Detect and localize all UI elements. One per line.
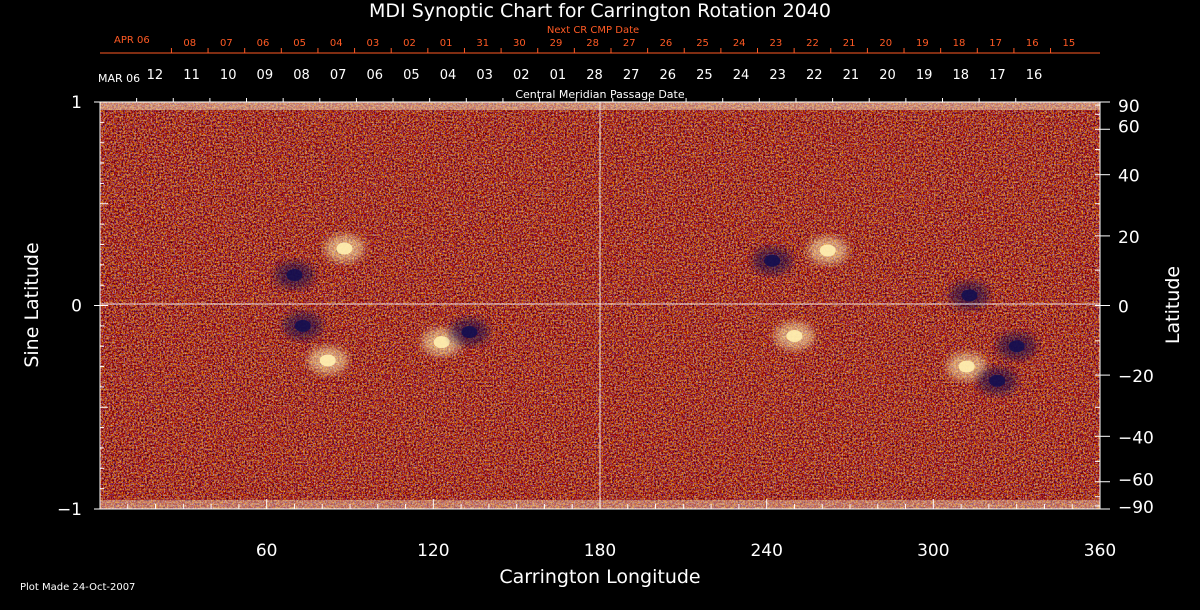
next-date-label: 26 [660,38,673,49]
magnetic-regions [274,234,1037,395]
cmp-date-label: 19 [916,68,933,83]
next-date-label: 25 [696,38,709,49]
x-tick-label: 120 [417,541,449,561]
right-tick-label: 20 [1118,228,1140,248]
right-tick-label: −60 [1118,471,1154,491]
next-date-label: 29 [550,38,563,49]
cmp-date-label: 21 [843,68,860,83]
cmp-date-label: 05 [403,68,420,83]
region-core-positive [336,242,353,255]
next-date-label: 20 [879,38,892,49]
next-date-label: 04 [330,38,343,49]
next-date-label: 07 [220,38,233,49]
left-tick-label: −1 [57,500,82,520]
left-tick-label: 1 [71,93,82,113]
next-date-label: 03 [367,38,380,49]
next-date-label: 15 [1062,38,1075,49]
cmp-date-ticks: 12 11 10 09 08 07 06 05 04 03 02 01 28 27 26 25 24 23 22 21… [136,68,1043,102]
right-tick-label: −90 [1118,498,1154,518]
cmp-axis-label: Central Meridian Passage Date [515,88,684,101]
next-date-label: 31 [476,38,489,49]
x-tick-label: 300 [917,541,949,561]
cmp-date-label: 06 [366,68,383,83]
next-date-label: 17 [989,38,1002,49]
next-cr-label: Next CR CMP Date [547,25,639,36]
region-core-positive [319,354,336,367]
cmp-date-label: 12 [147,68,164,83]
right-tick-label: 0 [1118,298,1129,318]
cmp-date-label: 04 [440,68,457,83]
region-core-negative [461,325,478,338]
region-core-negative [764,254,781,267]
cmp-date-label: 20 [879,68,896,83]
next-date-label: 21 [843,38,856,49]
cmp-date-label: 09 [257,68,274,83]
cmp-date-label: 18 [953,68,970,83]
right-tick-label: 60 [1118,117,1140,137]
cmp-date-label: 08 [293,68,310,83]
cmp-date-label: 03 [476,68,493,83]
next-date-label: 19 [916,38,929,49]
next-date-label: 16 [1026,38,1039,49]
chart-title: MDI Synoptic Chart for Carrington Rotati… [369,0,831,22]
next-date-label: 18 [953,38,966,49]
next-date-label: 22 [806,38,819,49]
cmp-date-label: 17 [989,68,1006,83]
next-start-label: APR 06 [114,35,150,46]
next-date-label: 08 [183,38,196,49]
region-core-negative [286,268,303,281]
cmp-date-label: 07 [330,68,347,83]
next-date-label: 28 [586,38,599,49]
cmp-date-label: 01 [550,68,567,83]
left-tick-label: 0 [71,297,82,317]
cmp-date-label: 22 [806,68,823,83]
region-core-positive [433,336,450,349]
left-axis-ticks: 1 0 −1 [57,93,108,520]
cmp-date-label: 23 [769,68,786,83]
cmp-date-label: 16 [1026,68,1043,83]
next-cr-ticks: 08 07 06 05 04 03 02 01 31 30 29 28 27 26 25 24 23 22 21 20… [170,38,1075,53]
region-core-positive [819,244,836,257]
next-date-label: 23 [769,38,782,49]
y-axis-label-left: Sine Latitude [21,242,43,367]
next-date-label: 27 [623,38,636,49]
right-tick-label: −40 [1118,428,1154,448]
right-tick-label: 40 [1118,167,1140,187]
next-date-label: 01 [440,38,453,49]
cmp-date-label: 25 [696,68,713,83]
right-tick-label: −20 [1118,367,1154,387]
region-core-negative [1008,340,1025,353]
region-core-positive [786,330,803,343]
cmp-start-label: MAR 06 [98,72,140,85]
next-date-label: 05 [293,38,306,49]
right-tick-label: 90 [1118,97,1140,117]
next-date-label: 24 [733,38,746,49]
next-date-label: 06 [257,38,270,49]
x-tick-label: 240 [750,541,782,561]
region-core-negative [294,319,311,332]
x-axis-ticks: 60 120 180 240 300 360 [127,499,1116,561]
plot-made-footer: Plot Made 24-Oct-2007 [20,582,135,593]
next-date-label: 02 [403,38,416,49]
cmp-date-label: 28 [586,68,603,83]
cmp-date-label: 11 [183,68,200,83]
x-axis-label: Carrington Longitude [499,566,700,588]
y-axis-label-right: Latitude [1162,266,1184,344]
region-core-positive [958,360,975,373]
cmp-date-label: 26 [659,68,676,83]
cmp-date-label: 10 [220,68,237,83]
x-tick-label: 180 [584,541,616,561]
x-tick-label: 60 [256,541,278,561]
next-date-label: 30 [513,38,526,49]
cmp-date-label: 02 [513,68,530,83]
cmp-date-label: 24 [733,68,750,83]
cmp-date-label: 27 [623,68,640,83]
region-core-negative [989,374,1006,387]
x-tick-label: 360 [1084,541,1116,561]
region-core-negative [961,289,978,302]
